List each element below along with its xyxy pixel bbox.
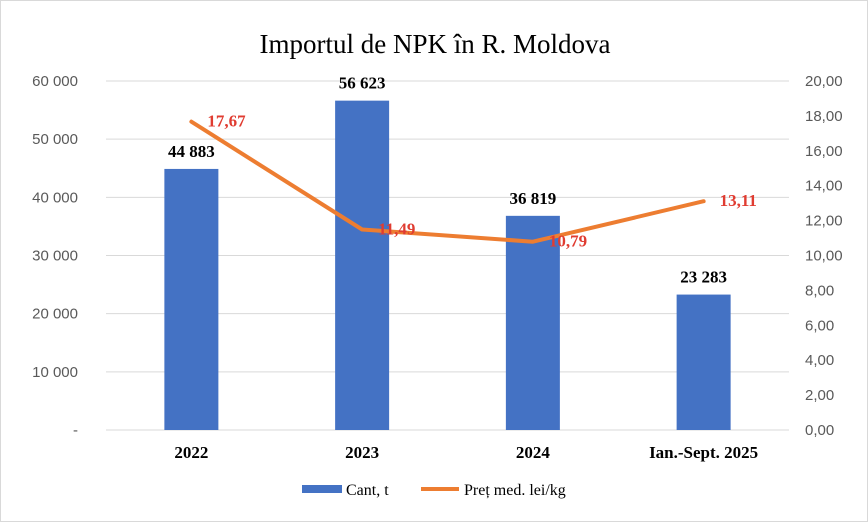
y-right-tick-label: 16,00 [805, 143, 843, 160]
bar [164, 169, 218, 430]
legend-bar-label: Cant, t [346, 482, 389, 499]
line-value-label: 10,79 [549, 232, 587, 251]
y-right-tick-label: 18,00 [805, 108, 843, 125]
line-value-label: 11,49 [378, 219, 415, 238]
y-right-tick-label: 20,00 [805, 73, 843, 90]
y-right-tick-label: 6,00 [805, 317, 834, 334]
y-left-tick-label: 30 000 [32, 248, 78, 265]
data-labels: 44 883 56 623 36 819 23 283 17,67 11,49 10,79 1… [168, 74, 757, 287]
y-left-tick-label: 20 000 [32, 306, 78, 323]
bar-value-label: 36 819 [510, 189, 557, 208]
y-right-tick-label: 14,00 [805, 178, 843, 195]
y-left-tick-label: - [73, 422, 78, 439]
x-tick-label: 2023 [345, 443, 379, 462]
y-left-tick-label: 10 000 [32, 364, 78, 381]
x-tick-label: 2024 [516, 443, 551, 462]
x-tick-label: Ian.-Sept. 2025 [649, 443, 758, 462]
bar-series [164, 101, 730, 430]
bar [677, 295, 731, 430]
y-right-tick-label: 8,00 [805, 282, 834, 299]
legend: Cant, t Preț med. lei/kg [302, 482, 566, 499]
legend-line-label: Preț med. lei/kg [464, 482, 566, 499]
y-axis-right: 0,00 2,00 4,00 6,00 8,00 10,00 12,00 14,00 16,00… [805, 73, 843, 439]
bar-value-label: 56 623 [339, 74, 386, 93]
legend-bar-swatch [302, 485, 342, 493]
bar [335, 101, 389, 430]
x-axis: 2022 2023 2024 Ian.-Sept. 2025 [174, 443, 758, 462]
y-left-tick-label: 50 000 [32, 131, 78, 148]
y-right-tick-label: 12,00 [805, 213, 843, 230]
price-line [191, 122, 703, 242]
y-left-tick-label: 40 000 [32, 189, 78, 206]
y-right-tick-label: 4,00 [805, 352, 834, 369]
line-value-label: 13,11 [720, 191, 757, 210]
bar-value-label: 44 883 [168, 142, 215, 161]
x-tick-label: 2022 [174, 443, 208, 462]
y-left-tick-label: 60 000 [32, 73, 78, 90]
line-value-label: 17,67 [207, 112, 246, 131]
y-axis-left: - 10 000 20 000 30 000 40 000 50 000 60 000 [32, 73, 78, 439]
chart-title: Importul de NPK în R. Moldova [260, 29, 611, 59]
bar-value-label: 23 283 [680, 268, 727, 287]
y-right-tick-label: 2,00 [805, 387, 834, 404]
y-right-tick-label: 0,00 [805, 422, 834, 439]
y-right-tick-label: 10,00 [805, 248, 843, 265]
